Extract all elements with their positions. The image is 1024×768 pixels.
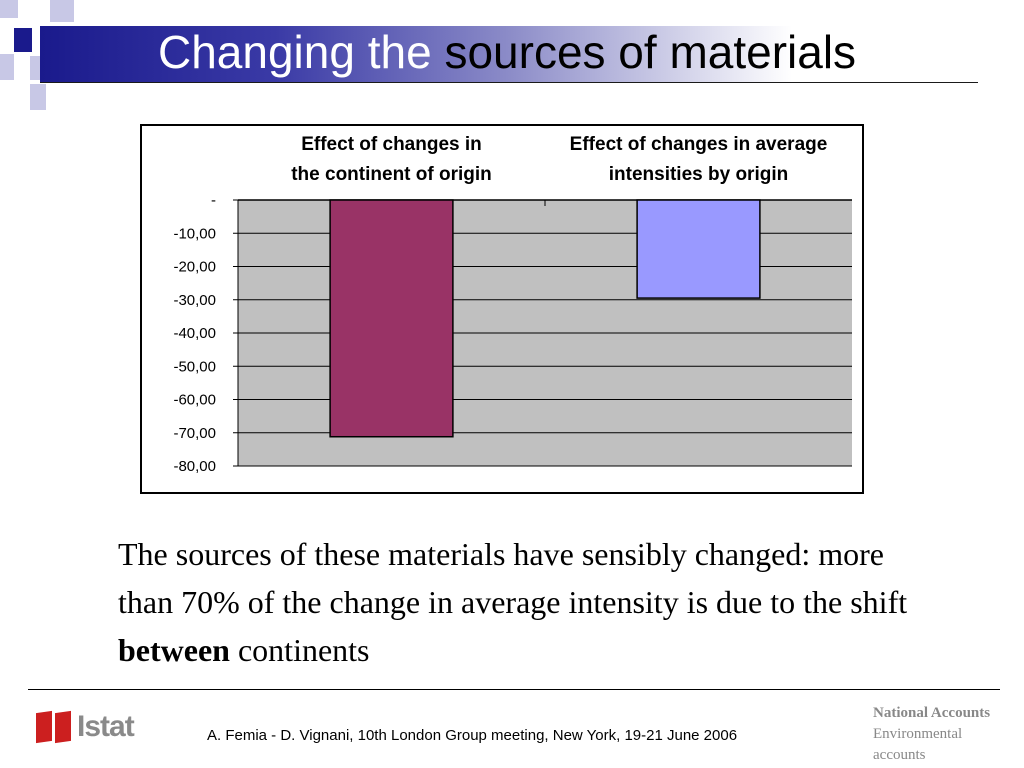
y-tick-label: - xyxy=(211,192,216,209)
decor-square xyxy=(14,28,32,52)
bar-chart: - -10,00 -20,00 -30,00 -40,00 -50,00 -60,00 -70… xyxy=(140,124,864,494)
footer-section-line3: accounts xyxy=(873,747,926,763)
body-text-bold: between xyxy=(118,632,230,668)
decor-square xyxy=(0,54,14,80)
slide-title: Changing the sources of materials xyxy=(158,22,856,82)
bar xyxy=(636,199,761,299)
y-tick-label: -80,00 xyxy=(173,458,216,475)
title-divider xyxy=(40,82,978,83)
istat-logo-mark xyxy=(36,710,71,744)
istat-logo: Istat xyxy=(36,710,135,744)
y-tick-label: -70,00 xyxy=(173,425,216,442)
title-band xyxy=(40,26,980,82)
body-text: The sources of these materials have sens… xyxy=(118,530,938,674)
y-tick-label: -30,00 xyxy=(173,292,216,309)
bar-chart-svg: - -10,00 -20,00 -30,00 -40,00 -50,00 -60,00 -70… xyxy=(173,134,852,475)
decor-square xyxy=(0,0,18,18)
decor-square xyxy=(30,84,46,110)
category-label: Effect of changes in xyxy=(301,134,482,155)
category-label: the continent of origin xyxy=(291,164,492,185)
slide-title-part1: Changing the xyxy=(158,26,432,78)
body-text-part2: continents xyxy=(237,632,370,668)
slide-title-part2: sources of materials xyxy=(444,26,857,78)
istat-logo-text: Istat xyxy=(77,710,135,743)
category-label: Effect of changes in average xyxy=(570,134,828,155)
footer-section-label: National Accounts Environmental accounts xyxy=(873,703,990,766)
footer-section-line2: Environmental xyxy=(873,726,963,742)
footer-section-line1: National Accounts xyxy=(873,705,991,721)
body-text-part1: The sources of these materials have sens… xyxy=(118,536,908,620)
y-tick-label: -40,00 xyxy=(173,325,216,342)
decor-square xyxy=(50,0,74,22)
bar xyxy=(329,199,454,438)
y-tick-label: -60,00 xyxy=(173,392,216,409)
category-label: intensities by origin xyxy=(609,164,788,185)
footer-citation: A. Femia - D. Vignani, 10th London Group… xyxy=(207,727,738,744)
footer-divider xyxy=(28,689,1000,690)
y-tick-label: -50,00 xyxy=(173,358,216,375)
y-tick-label: -10,00 xyxy=(173,225,216,242)
y-tick-label: -20,00 xyxy=(173,259,216,276)
